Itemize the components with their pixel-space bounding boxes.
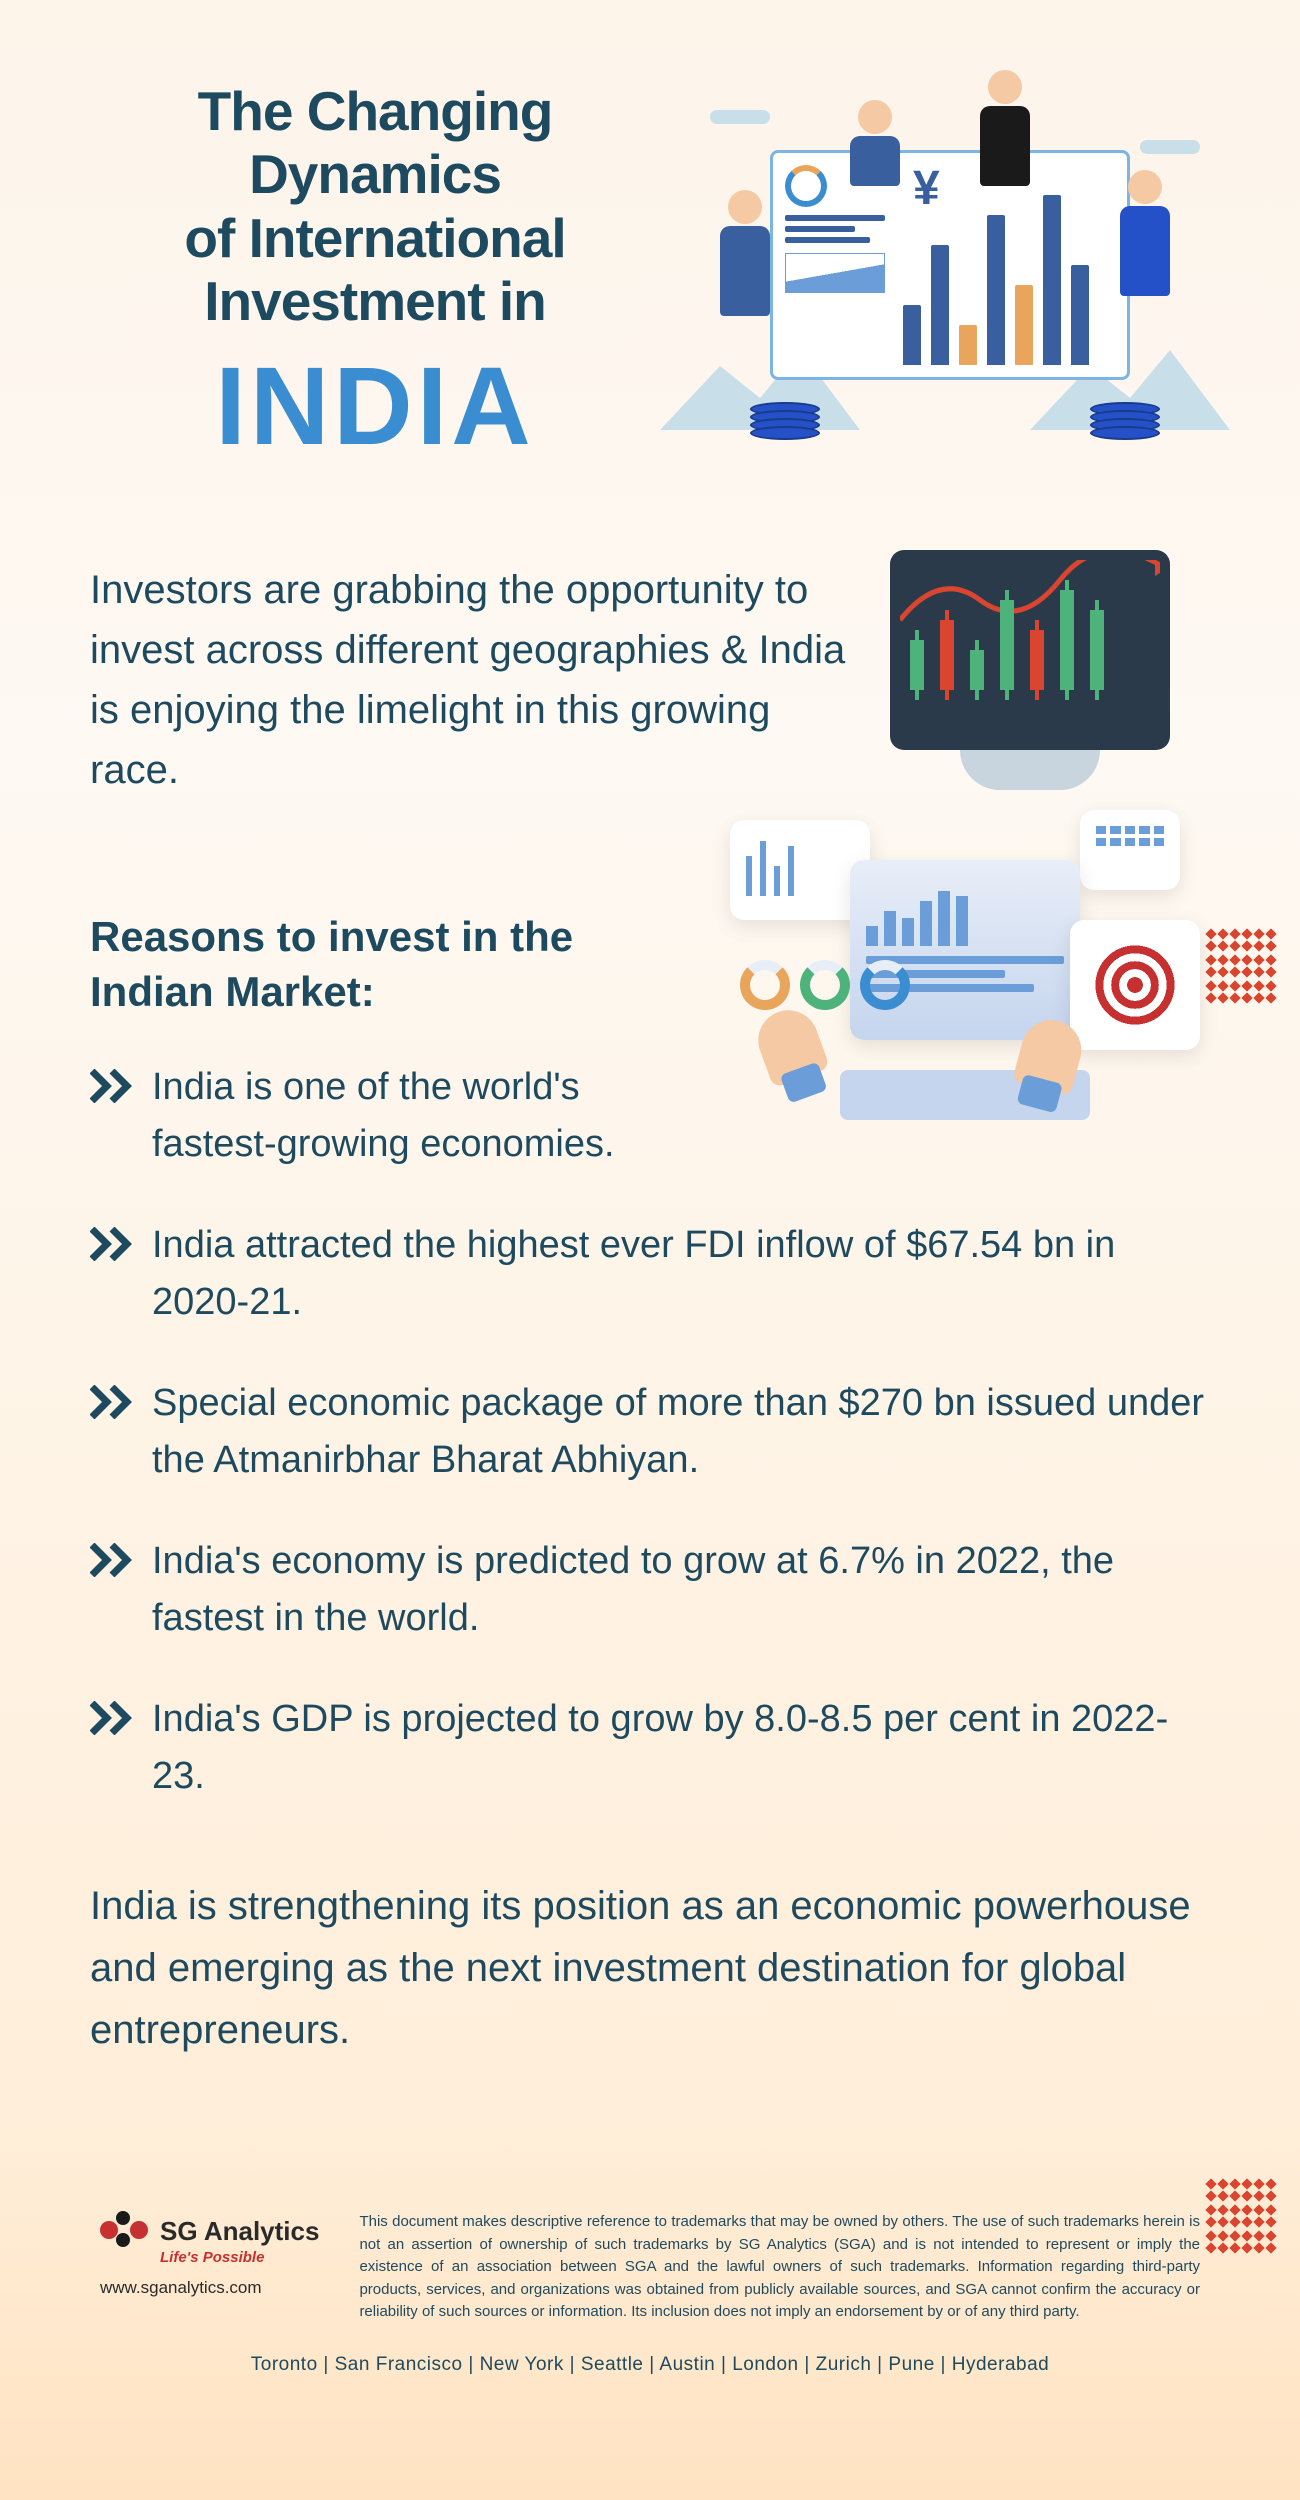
hero-title-block: The Changing Dynamics of International I… <box>90 80 660 470</box>
title-highlight: INDIA <box>90 343 660 470</box>
double-chevron-icon <box>90 1701 134 1735</box>
locations-list: Toronto | San Francisco | New York | Sea… <box>90 2354 1210 2376</box>
double-chevron-icon <box>90 1227 134 1261</box>
brand-tagline: Life's Possible <box>160 2249 319 2266</box>
arrow-pattern-icon <box>1207 930 1275 1002</box>
bar-chart-card-icon <box>850 860 1080 1040</box>
analytics-illustration <box>710 800 1210 1120</box>
reason-bullet: India's GDP is projected to grow by 8.0-… <box>90 1691 1210 1805</box>
intro-paragraph: Investors are grabbing the opportunity t… <box>90 560 850 800</box>
brand-name: SG Analytics <box>160 2216 319 2247</box>
brand-logo: SG Analytics Life's Possible www.sganaly… <box>100 2211 319 2298</box>
target-card-icon <box>1070 920 1200 1050</box>
double-chevron-icon <box>90 1385 134 1419</box>
footer: SG Analytics Life's Possible www.sganaly… <box>90 2211 1210 2376</box>
closing-paragraph: India is strengthening its position as a… <box>90 1875 1210 2061</box>
dashboard-panel-icon: ¥ <box>770 150 1130 380</box>
arrow-pattern-icon <box>1207 2180 1275 2252</box>
reason-text: India's GDP is projected to grow by 8.0-… <box>152 1691 1210 1805</box>
donut-charts-icon <box>740 960 910 1010</box>
reason-text: India is one of the world's fastest-grow… <box>152 1059 650 1173</box>
double-chevron-icon <box>90 1543 134 1577</box>
title-line-2: of International <box>90 207 660 270</box>
candlestick-card-icon <box>730 820 870 920</box>
title-line-1: The Changing Dynamics <box>90 80 660 207</box>
person-icon <box>840 100 910 186</box>
double-chevron-icon <box>90 1069 134 1103</box>
coin-stack-icon <box>1090 408 1160 440</box>
reason-text: India's economy is predicted to grow at … <box>152 1533 1210 1647</box>
reasons-section: Reasons to invest in the Indian Market: … <box>90 840 1210 1217</box>
currency-yen-icon: ¥ <box>913 161 940 216</box>
brand-url: www.sganalytics.com <box>100 2278 319 2298</box>
person-icon <box>970 70 1040 186</box>
person-icon <box>1110 170 1180 296</box>
reasons-heading: Reasons to invest in the Indian Market: <box>90 910 680 1019</box>
calendar-card-icon <box>1080 810 1180 890</box>
hero-section: The Changing Dynamics of International I… <box>90 80 1210 470</box>
reason-bullet: India's economy is predicted to grow at … <box>90 1533 1210 1647</box>
reason-bullet: India is one of the world's fastest-grow… <box>90 1059 650 1173</box>
reason-text: Special economic package of more than $2… <box>152 1375 1210 1489</box>
reason-text: India attracted the highest ever FDI inf… <box>152 1217 1210 1331</box>
title-line-3: Investment in <box>90 270 660 333</box>
disclaimer-text: This document makes descriptive referenc… <box>359 2211 1200 2324</box>
coin-stack-icon <box>750 408 820 440</box>
hand-pointing-icon <box>750 1002 830 1088</box>
reason-bullet: India attracted the highest ever FDI inf… <box>90 1217 1210 1331</box>
stock-monitor-illustration <box>890 550 1210 810</box>
reason-bullet: Special economic package of more than $2… <box>90 1375 1210 1489</box>
logo-mark-icon <box>100 2211 150 2251</box>
hero-illustration: ¥ <box>690 80 1210 440</box>
person-icon <box>710 190 780 316</box>
intro-section: Investors are grabbing the opportunity t… <box>90 550 1210 810</box>
